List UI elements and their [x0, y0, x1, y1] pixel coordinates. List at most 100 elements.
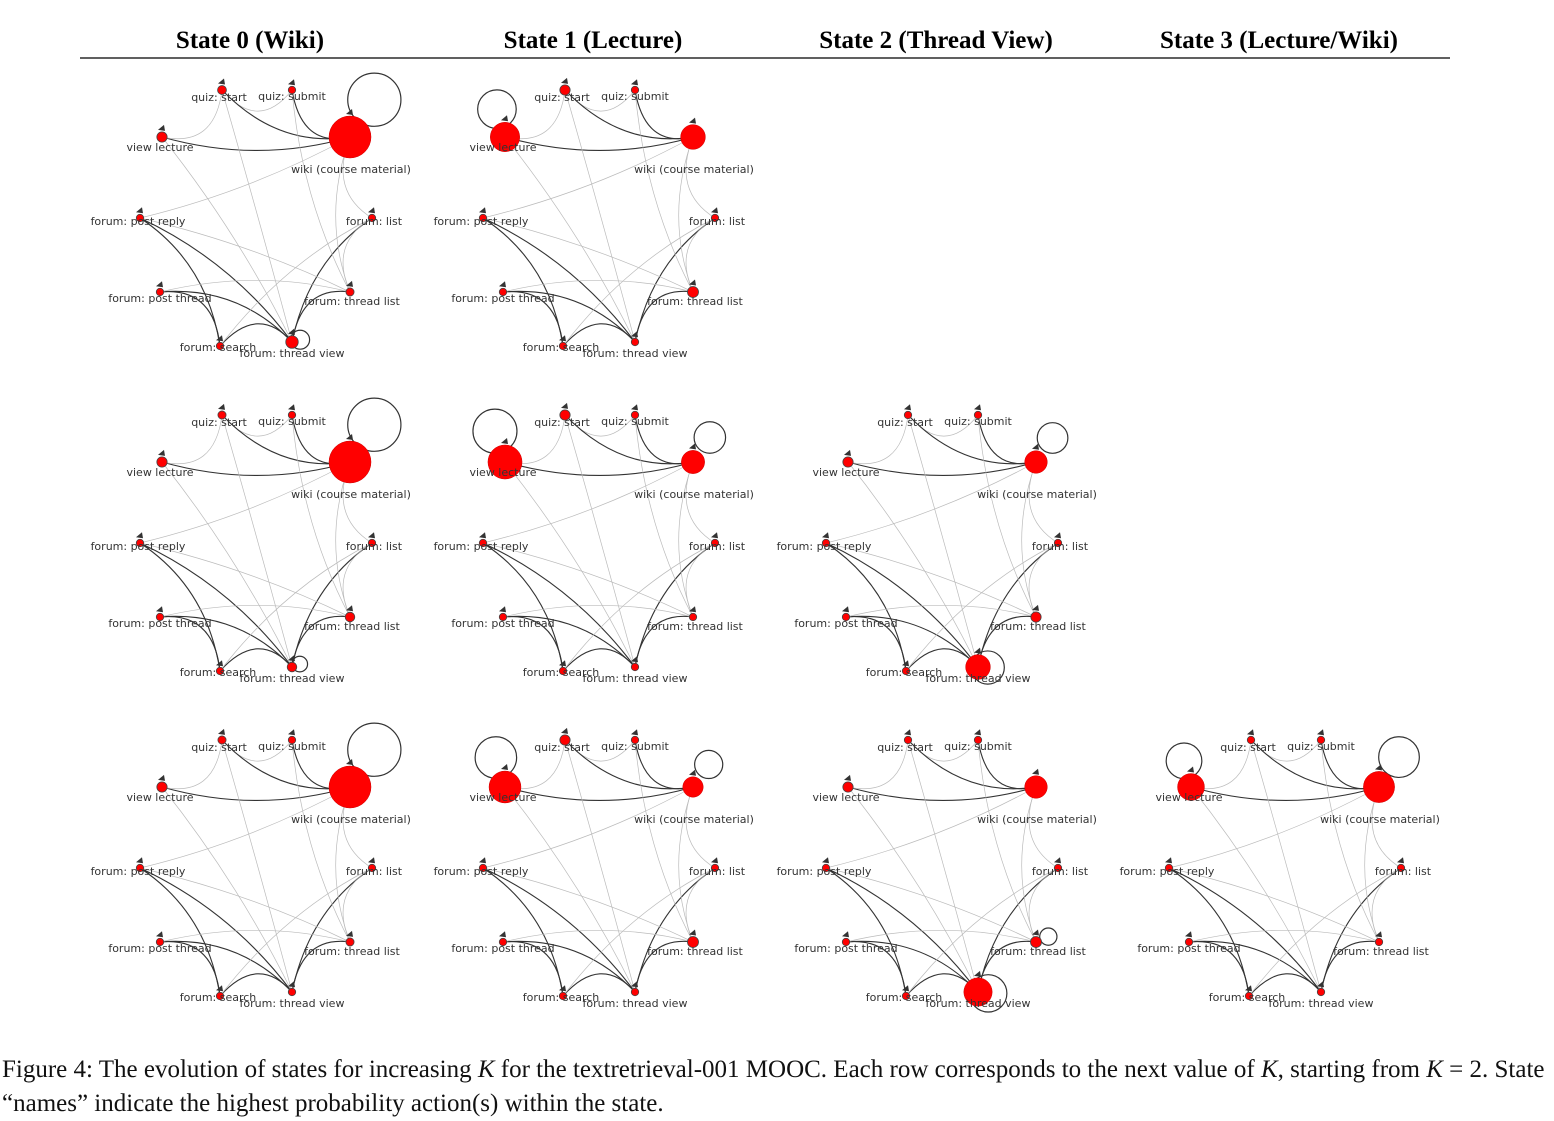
transition-edge [139, 461, 351, 544]
node-label: quiz: start [534, 91, 590, 104]
action-node [367, 863, 377, 873]
transition-edge [1188, 941, 1250, 997]
transition-edge [564, 739, 636, 993]
transition-edge [1168, 867, 1380, 943]
node-label: forum: list [1375, 865, 1432, 878]
node-label: quiz: submit [258, 740, 326, 753]
state-graph: quiz: start quiz: submit view lecture wiki … [91, 397, 411, 685]
node-label: wiki (course material) [634, 813, 754, 826]
node-label: forum: thread view [926, 997, 1031, 1010]
transition-edge [291, 867, 373, 993]
arrow-marker [559, 660, 566, 667]
arrow-marker [1317, 981, 1324, 988]
node-label: quiz: submit [944, 415, 1012, 428]
arrow-marker [1187, 766, 1194, 773]
transition-edge [825, 867, 979, 993]
action-node [901, 666, 911, 676]
action-node [135, 863, 145, 873]
node-label: forum: list [346, 865, 403, 878]
transition-edge [564, 414, 636, 668]
action-node [680, 124, 706, 150]
node-label: forum: thread list [304, 620, 400, 633]
node-label: forum: search [523, 341, 600, 354]
action-node [156, 131, 168, 143]
transition-edge [1248, 867, 1402, 997]
action-node [630, 337, 640, 347]
arrow-marker [689, 279, 696, 286]
action-node [1164, 863, 1174, 873]
arrow-marker [689, 117, 696, 124]
node-label: view lecture [126, 141, 193, 154]
transition-edge [161, 136, 351, 152]
node-label: forum: post reply [91, 865, 186, 878]
action-node [842, 456, 854, 468]
action-node [156, 456, 168, 468]
transition-edge [219, 323, 293, 347]
node-label: wiki (course material) [1320, 813, 1440, 826]
transition-edge [342, 217, 373, 293]
arrow-marker [711, 857, 718, 864]
node-label: forum: thread list [1333, 945, 1429, 958]
action-node [841, 937, 851, 947]
node-label: forum: thread view [240, 347, 345, 360]
action-node [490, 122, 520, 152]
transition-edge [161, 786, 293, 993]
action-node [901, 991, 911, 1001]
arrow-marker [974, 647, 981, 654]
node-label: wiki (course material) [977, 488, 1097, 501]
transition-edge [1021, 786, 1037, 943]
state-graph: quiz: start quiz: submit view lecture wiki … [777, 729, 1097, 1013]
node-label: quiz: submit [601, 740, 669, 753]
graphs-grid: quiz: start quiz: submit view lecture wiki … [91, 72, 1440, 1013]
arrow-marker [844, 774, 851, 781]
action-node [287, 410, 297, 420]
arrow-marker [902, 985, 909, 992]
action-node [558, 341, 568, 351]
action-node [1316, 987, 1326, 997]
node-label: forum: search [523, 666, 600, 679]
transition-edge [482, 217, 636, 343]
arrow-marker [974, 404, 981, 411]
transition-edge [562, 973, 636, 997]
transition-edge [847, 739, 909, 790]
transition-edge [482, 461, 694, 544]
transition-edge [634, 217, 716, 343]
transition-edge [562, 867, 716, 997]
arrow-marker [218, 78, 225, 85]
state-graph: quiz: start quiz: submit view lecture wiki … [91, 72, 411, 360]
action-node [630, 410, 640, 420]
transition-edge [482, 136, 694, 219]
node-label: quiz: submit [944, 740, 1012, 753]
transition-edge [1190, 786, 1380, 802]
node-label: forum: thread list [304, 945, 400, 958]
transition-edge [847, 461, 1037, 477]
transition-edge [847, 461, 979, 668]
column-headers: State 0 (Wiki) State 1 (Lecture) State 2… [176, 27, 1398, 54]
transition-edge [504, 461, 636, 668]
caption-mid: for the textretrieval-001 MOOC. Each row… [494, 1056, 1261, 1083]
self-loop-edge [347, 722, 402, 777]
transition-edge [845, 941, 907, 997]
action-node [630, 987, 640, 997]
node-label: forum: thread list [990, 945, 1086, 958]
node-label: forum: post reply [1120, 865, 1215, 878]
action-node [687, 936, 699, 948]
transition-edge [634, 290, 694, 343]
action-node [344, 611, 356, 623]
arrow-marker [346, 759, 353, 765]
node-label: forum: thread view [583, 997, 688, 1010]
action-node [1316, 735, 1326, 745]
transition-edge [139, 217, 351, 293]
state-graph: quiz: start quiz: submit view lecture wiki … [434, 77, 754, 360]
arrow-marker [1245, 985, 1252, 992]
transition-edge [685, 461, 716, 544]
transition-edge [1028, 461, 1059, 544]
node-label: view lecture [812, 791, 879, 804]
action-node [1177, 773, 1205, 801]
node-label: forum: thread list [647, 295, 743, 308]
arrow-marker [218, 728, 225, 735]
action-node [558, 666, 568, 676]
transition-edge [161, 739, 223, 790]
self-loop-edge [693, 421, 727, 454]
transition-edge [504, 461, 694, 477]
